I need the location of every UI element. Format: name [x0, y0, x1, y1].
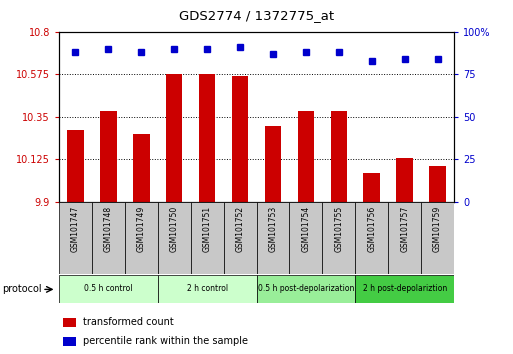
- Bar: [298, 111, 314, 202]
- Text: 2 h post-depolariztion: 2 h post-depolariztion: [363, 284, 447, 293]
- Bar: [63, 337, 75, 346]
- Text: protocol: protocol: [3, 284, 42, 294]
- Bar: [232, 76, 248, 202]
- Text: 0.5 h control: 0.5 h control: [84, 284, 133, 293]
- Text: GSM101749: GSM101749: [137, 205, 146, 252]
- Bar: [199, 74, 215, 202]
- Text: GSM101757: GSM101757: [400, 205, 409, 252]
- Bar: [158, 275, 256, 303]
- Bar: [224, 202, 256, 274]
- Bar: [322, 202, 355, 274]
- Text: GSM101756: GSM101756: [367, 205, 376, 252]
- Bar: [364, 173, 380, 202]
- Bar: [256, 202, 289, 274]
- Bar: [421, 202, 454, 274]
- Bar: [355, 275, 454, 303]
- Text: percentile rank within the sample: percentile rank within the sample: [83, 336, 248, 346]
- Text: GDS2774 / 1372775_at: GDS2774 / 1372775_at: [179, 9, 334, 22]
- Text: GSM101747: GSM101747: [71, 205, 80, 252]
- Text: GSM101748: GSM101748: [104, 205, 113, 252]
- Text: GSM101755: GSM101755: [334, 205, 343, 252]
- Bar: [133, 134, 149, 202]
- Bar: [59, 202, 92, 274]
- Text: transformed count: transformed count: [83, 317, 173, 327]
- Bar: [92, 202, 125, 274]
- Text: GSM101751: GSM101751: [203, 205, 212, 252]
- Bar: [67, 130, 84, 202]
- Bar: [256, 275, 355, 303]
- Bar: [63, 318, 75, 327]
- Bar: [125, 202, 158, 274]
- Bar: [191, 202, 224, 274]
- Bar: [330, 111, 347, 202]
- Bar: [397, 158, 413, 202]
- Text: GSM101750: GSM101750: [170, 205, 179, 252]
- Bar: [265, 126, 281, 202]
- Bar: [166, 74, 183, 202]
- Bar: [388, 202, 421, 274]
- Text: GSM101753: GSM101753: [268, 205, 278, 252]
- Bar: [289, 202, 322, 274]
- Text: GSM101759: GSM101759: [433, 205, 442, 252]
- Bar: [429, 166, 446, 202]
- Text: GSM101752: GSM101752: [235, 205, 245, 252]
- Text: 0.5 h post-depolarization: 0.5 h post-depolarization: [258, 284, 354, 293]
- Bar: [355, 202, 388, 274]
- Text: 2 h control: 2 h control: [187, 284, 228, 293]
- Bar: [100, 111, 116, 202]
- Bar: [158, 202, 191, 274]
- Bar: [59, 275, 158, 303]
- Text: GSM101754: GSM101754: [301, 205, 310, 252]
